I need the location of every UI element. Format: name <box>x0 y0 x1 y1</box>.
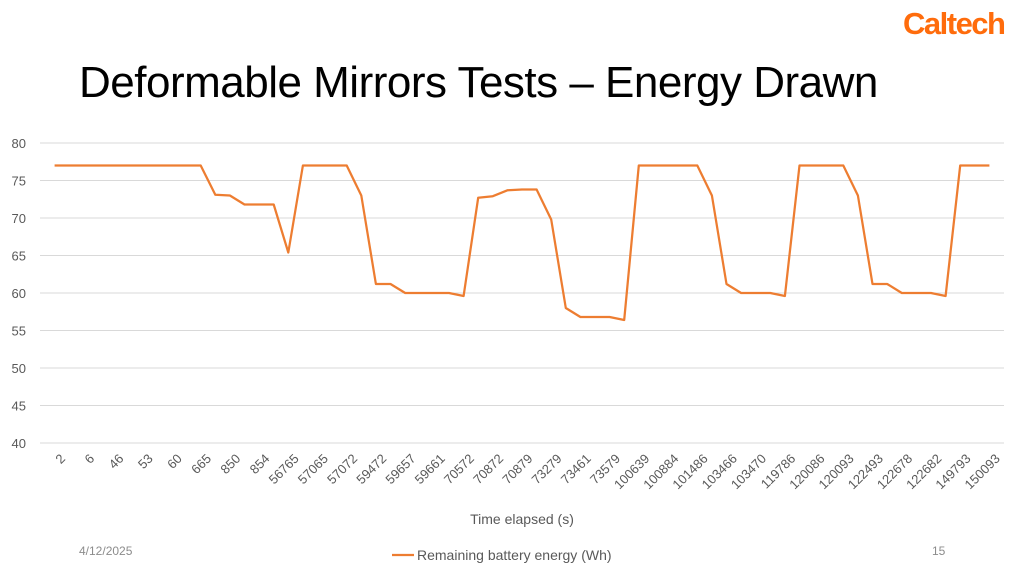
chart-gridlines <box>40 142 1004 444</box>
y-tick-label: 75 <box>12 174 26 189</box>
x-axis-ticks: 2 6 46 53 60 665 850 85456765570655707259472596… <box>52 451 1003 492</box>
x-tick-label: 73461 <box>558 451 594 487</box>
x-tick-label: 56765 <box>266 451 302 487</box>
x-tick-label: 59472 <box>353 451 389 487</box>
y-tick-label: 80 <box>12 136 26 151</box>
x-tick-label: 60 <box>164 451 185 472</box>
x-tick-label: 70572 <box>441 451 477 487</box>
y-axis-ticks: 40 45 50 55 60 65 70 75 80 <box>12 136 26 451</box>
y-tick-label: 40 <box>12 436 26 451</box>
y-tick-label: 65 <box>12 249 26 264</box>
chart-legend: Remaining battery energy (Wh) <box>392 547 612 563</box>
x-tick-label: 57065 <box>295 451 331 487</box>
caltech-logo: Caltech <box>903 6 1006 41</box>
x-tick-label: 59657 <box>382 451 418 487</box>
y-tick-label: 55 <box>12 324 26 339</box>
page-title: Deformable Mirrors Tests – Energy Drawn <box>79 58 878 107</box>
legend-label: Remaining battery energy (Wh) <box>417 547 612 563</box>
series-line-0 <box>54 164 990 322</box>
y-tick-label: 70 <box>12 211 26 226</box>
y-tick-label: 45 <box>12 399 26 414</box>
x-tick-label: 6 <box>82 451 98 467</box>
x-tick-label: 53 <box>135 451 156 472</box>
x-tick-label: 2 <box>52 451 68 467</box>
y-tick-label: 60 <box>12 286 26 301</box>
footer-date: 4/12/2025 <box>79 544 133 558</box>
x-axis-label: Time elapsed (s) <box>470 511 574 527</box>
chart-series <box>54 164 990 322</box>
x-tick-label: 59661 <box>412 451 448 487</box>
x-tick-label: 57072 <box>324 451 360 487</box>
x-tick-label: 73279 <box>529 451 565 487</box>
x-tick-label: 70872 <box>470 451 506 487</box>
x-tick-label: 70879 <box>499 451 535 487</box>
x-tick-label: 46 <box>106 451 127 472</box>
slide-number: 15 <box>932 544 946 558</box>
x-tick-label: 850 <box>217 451 243 477</box>
y-tick-label: 50 <box>12 361 26 376</box>
x-tick-label: 665 <box>188 451 214 477</box>
